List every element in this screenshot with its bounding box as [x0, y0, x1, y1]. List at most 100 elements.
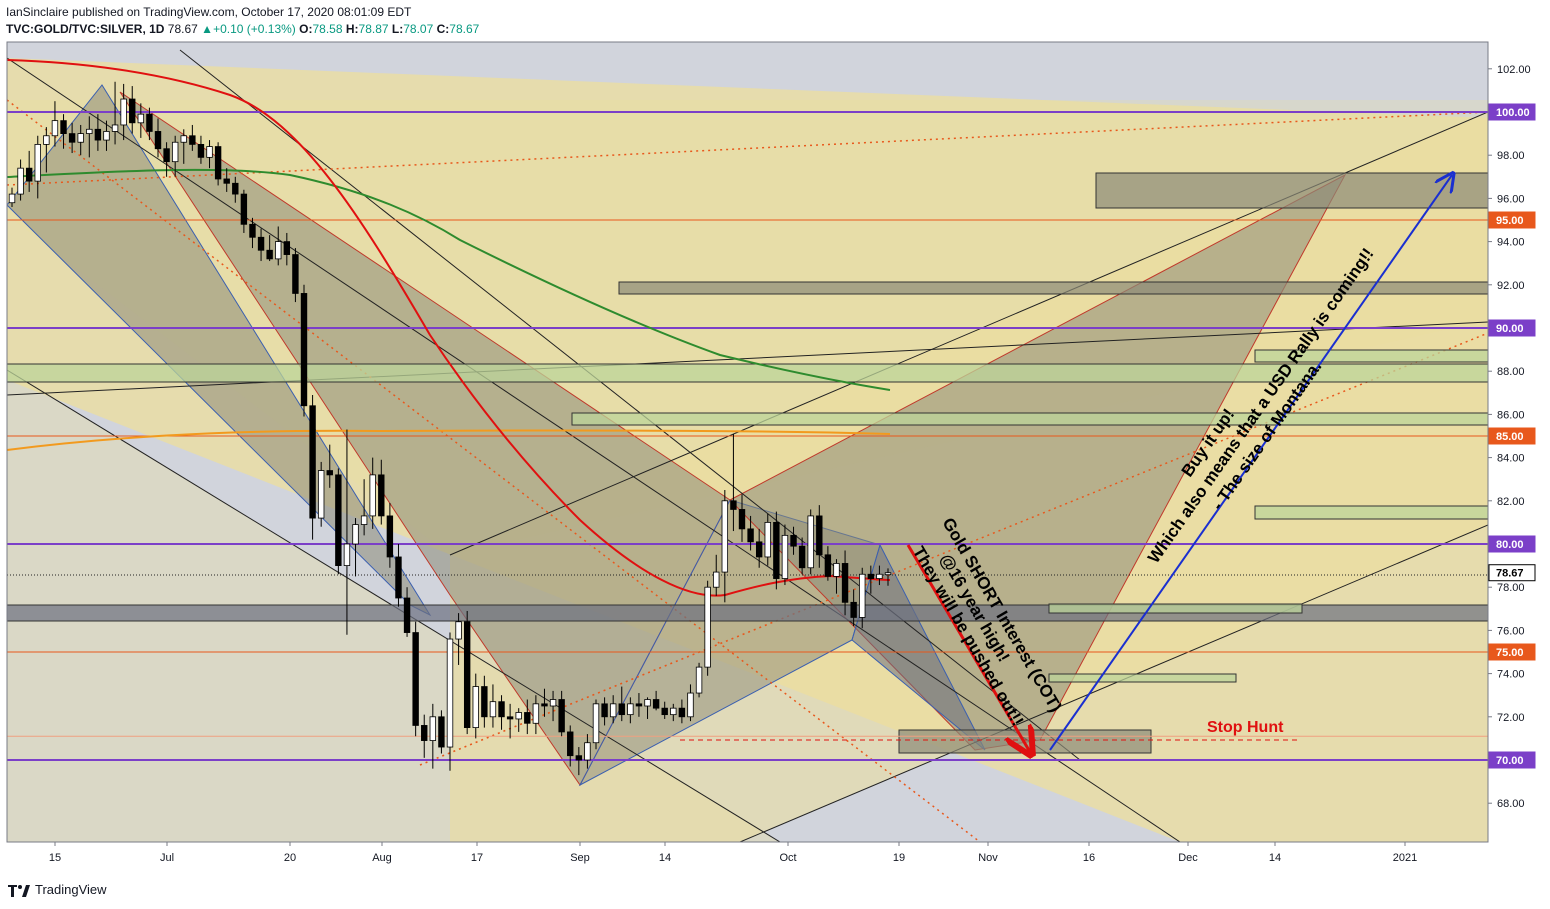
price-badge	[1488, 564, 1536, 582]
trendline-long	[7, 321, 1488, 396]
candle-body	[120, 98, 127, 126]
candle-body	[670, 707, 677, 716]
open-value: 78.58	[312, 22, 343, 36]
x-tick-label: 17	[471, 852, 483, 864]
candle-body	[824, 554, 832, 577]
candle-body	[850, 601, 857, 618]
candle-body	[317, 470, 325, 519]
candle-body	[567, 731, 574, 757]
candle-body	[798, 545, 806, 569]
candle-body	[833, 563, 840, 577]
candle-body	[206, 146, 213, 158]
candle-body	[764, 522, 771, 558]
candle-body	[807, 515, 814, 569]
y-tick-label: 92.00	[1497, 280, 1525, 292]
zone-86	[571, 412, 1488, 426]
candle-body	[283, 241, 291, 255]
price-badges: 100.00 95.00 90.00 85.00 80.00 78.67 75.00 70.0…	[1488, 103, 1536, 769]
candle-body	[335, 474, 342, 567]
symbol-name[interactable]: TVC:GOLD/TVC:SILVER, 1D	[6, 22, 165, 36]
price-badge	[1488, 643, 1536, 661]
candle-body	[240, 193, 248, 225]
y-tick-label: 78.00	[1497, 582, 1525, 594]
price-badge-label: 78.67	[1496, 568, 1524, 580]
candle-body	[249, 223, 256, 238]
price-badge-label: 100.00	[1496, 107, 1530, 119]
candle-body	[68, 133, 76, 143]
y-tick-label: 98.00	[1497, 150, 1525, 162]
y-tick-label: 94.00	[1497, 237, 1525, 249]
time-axis[interactable]: 15 Jul 20 Aug 17 Sep 14 Oct 19 Nov 16 Dec 14 2021	[49, 842, 1417, 864]
price-badge	[1488, 103, 1536, 121]
blue-arrow	[1049, 175, 1452, 751]
close-value: 78.67	[449, 22, 480, 36]
x-tick-label: 15	[49, 852, 61, 864]
candle-body	[489, 701, 497, 718]
x-tick-label: Aug	[372, 852, 392, 864]
candle-body	[25, 167, 33, 182]
ema-red-line	[7, 59, 891, 597]
x-tick-label: 14	[659, 852, 671, 864]
candle-body	[103, 131, 110, 141]
candle-body	[257, 236, 265, 251]
candle-body	[627, 703, 634, 716]
tradingview-brand[interactable]: TradingView	[8, 882, 107, 897]
symbol-header: TVC:GOLD/TVC:SILVER, 1D 78.67 ▲+0.10 (+0…	[6, 22, 479, 36]
candle-body	[609, 703, 617, 718]
candles	[8, 81, 892, 776]
candle-body	[292, 254, 299, 294]
candle-body	[876, 573, 883, 579]
candle-body	[360, 515, 368, 525]
candle-body	[378, 474, 385, 517]
candle-body	[790, 534, 797, 547]
candle-body	[592, 703, 600, 744]
candle-body	[704, 586, 711, 668]
candle-body	[275, 241, 282, 260]
candle-body	[163, 148, 170, 163]
candle-body	[618, 703, 625, 716]
candle-body	[111, 124, 119, 132]
candle-body	[678, 707, 686, 718]
close-label: C:	[436, 22, 450, 36]
candle-body	[635, 703, 643, 707]
candle-body	[781, 534, 789, 579]
price-badge	[1488, 211, 1536, 229]
candle-body	[524, 712, 531, 724]
candle-body	[43, 135, 50, 145]
low-label: L:	[391, 22, 404, 36]
candle-body	[180, 135, 187, 143]
candle-body	[369, 474, 376, 517]
horizontal-levels	[7, 111, 1488, 761]
x-tick-label: 16	[1083, 852, 1095, 864]
low-value: 78.07	[403, 22, 434, 36]
trendline-asc-2	[739, 524, 1488, 842]
candle-body	[266, 249, 273, 260]
zone-74	[1048, 673, 1237, 683]
price-change: +0.10 (+0.13%)	[213, 22, 296, 36]
candle-body	[60, 120, 67, 134]
high-value: 78.87	[358, 22, 389, 36]
high-label: H:	[345, 22, 359, 36]
candle-body	[51, 120, 59, 137]
candle-body	[472, 686, 479, 728]
candle-body	[841, 563, 849, 603]
zone-92	[618, 281, 1488, 295]
zone-96	[1095, 172, 1488, 209]
candle-body	[189, 135, 196, 145]
candle-body	[755, 541, 763, 558]
price-badge	[1488, 427, 1536, 445]
candle-body	[687, 692, 694, 718]
candle-body	[146, 113, 153, 132]
candle-body	[129, 98, 136, 124]
harmonic-small	[851, 543, 986, 751]
candle-body	[481, 686, 488, 718]
price-chart[interactable]: Gold SHORT Interest (COT) @16 year high!…	[0, 0, 1550, 880]
price-badge-label: 90.00	[1496, 323, 1524, 335]
published-line: IanSinclaire published on TradingView.co…	[6, 5, 412, 19]
candle-body	[644, 699, 651, 707]
candle-body	[867, 573, 875, 579]
ma-orange-line	[7, 429, 891, 451]
price-badge	[1488, 319, 1536, 337]
y-tick-label: 76.00	[1497, 625, 1525, 637]
y-tick-label: 82.00	[1497, 496, 1525, 508]
